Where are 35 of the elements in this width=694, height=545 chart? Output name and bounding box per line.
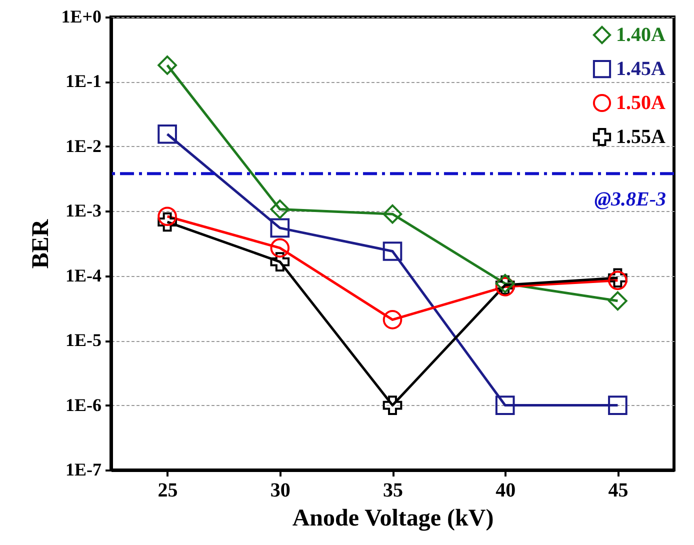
- point: [270, 238, 290, 258]
- point: [158, 124, 177, 144]
- point: [495, 396, 515, 415]
- point: [382, 242, 402, 261]
- legend-label: 1.50A: [616, 92, 666, 114]
- ref-line-label: @3.8E-3: [594, 188, 666, 211]
- point: [382, 396, 402, 415]
- y-tick-label: 1E-2: [66, 136, 102, 156]
- y-tick-label: 1E-1: [66, 71, 102, 92]
- y-axis-title: BER: [28, 218, 54, 269]
- legend-label: 1.55A: [616, 126, 666, 148]
- x-tick-label: 40: [496, 480, 516, 502]
- point: [270, 218, 290, 238]
- y-tick-label: 1E+0: [61, 6, 102, 26]
- y-tick-label: 1E-6: [66, 394, 102, 415]
- y-tick-label: 1E-3: [66, 200, 102, 221]
- x-tick-label: 25: [158, 480, 178, 502]
- point: [270, 252, 290, 272]
- y-tick-label: 1E-5: [66, 330, 102, 350]
- point: [608, 291, 628, 311]
- point: [382, 310, 402, 330]
- x-tick-label: 45: [608, 480, 628, 502]
- legend-label: 1.40A: [616, 24, 666, 46]
- point: [158, 56, 177, 75]
- legend-label: 1.45A: [616, 58, 666, 80]
- point: [382, 204, 402, 224]
- x-axis-title: Anode Voltage (kV): [292, 506, 494, 532]
- y-tick-label: 1E-7: [66, 460, 102, 480]
- y-tick-label: 1E-4: [66, 265, 102, 286]
- point: [158, 206, 177, 226]
- x-tick-label: 30: [270, 480, 290, 502]
- point: [158, 212, 177, 232]
- point: [608, 396, 628, 415]
- point: [270, 200, 290, 219]
- x-tick-label: 35: [383, 480, 403, 502]
